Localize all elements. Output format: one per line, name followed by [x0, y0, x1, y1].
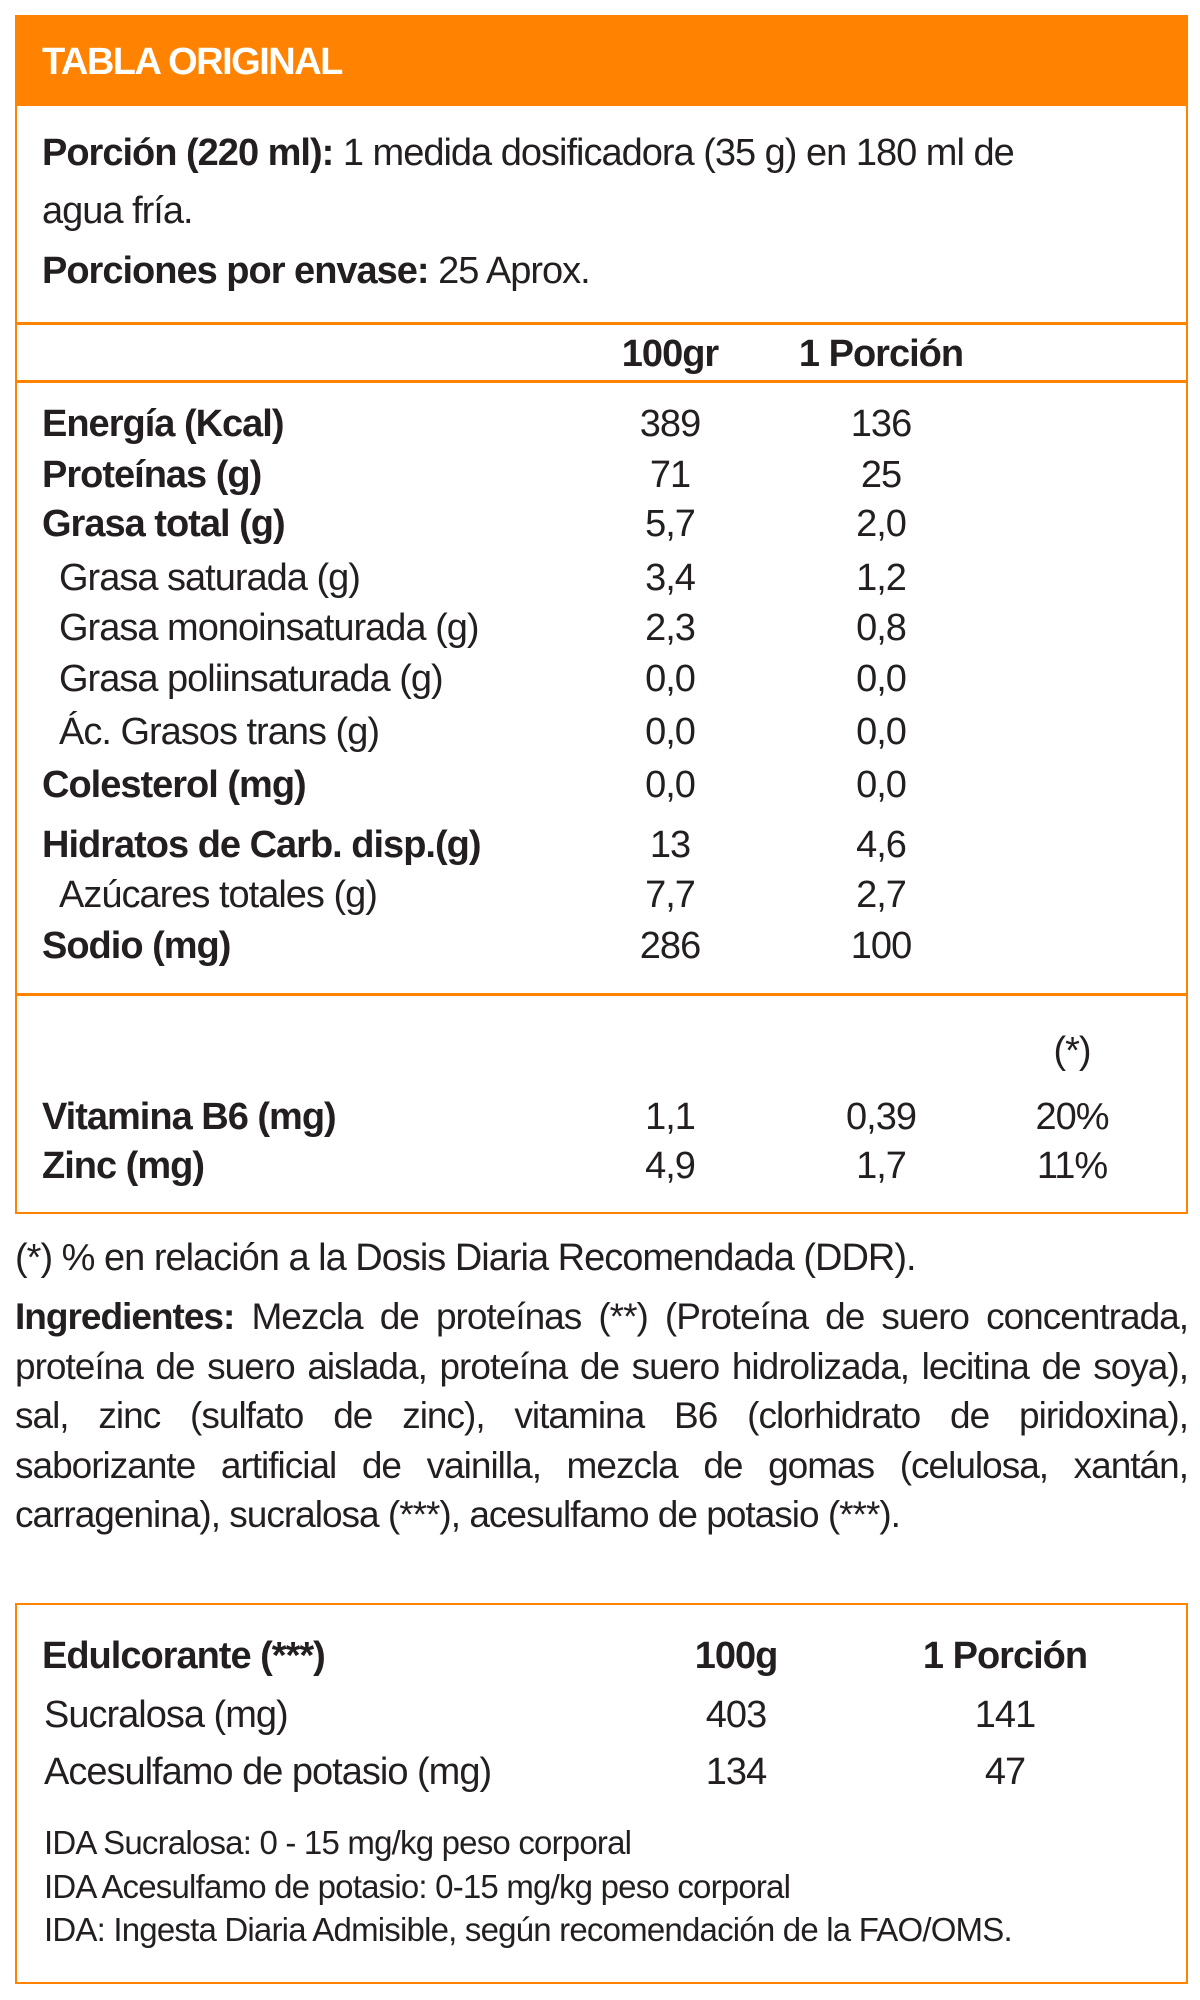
- value-100g: 2,3: [645, 607, 696, 649]
- value-100g: 0,0: [645, 764, 696, 806]
- serving-label: Porción (220 ml):: [42, 132, 334, 174]
- ida-note: IDA Sucralosa: 0 - 15 mg/kg peso corpora…: [44, 1824, 632, 1861]
- value-100g: 286: [639, 925, 701, 967]
- table-header: TABLA ORIGINAL: [15, 15, 1188, 106]
- servings-value: 25 Aprox.: [438, 250, 591, 292]
- nutrient-name: Sodio (mg): [42, 925, 231, 967]
- value-portion: 136: [850, 403, 912, 445]
- ida-note: IDA: Ingesta Diaria Admisible, según rec…: [44, 1911, 1013, 1948]
- table-title: TABLA ORIGINAL: [42, 41, 343, 83]
- nutrient-name: Azúcares totales (g): [59, 874, 378, 916]
- nutrient-name: Energía (Kcal): [42, 403, 285, 445]
- value-portion: 0,0: [856, 764, 907, 806]
- value-100g: 403: [705, 1694, 767, 1736]
- value-portion: 47: [984, 1751, 1026, 1793]
- ingredients-text: Mezcla de proteínas (**) (Proteína de su…: [15, 1296, 1189, 1535]
- dri-header: (*): [1053, 1030, 1091, 1072]
- value-100g: 3,4: [645, 557, 696, 599]
- value-100g: 13: [649, 824, 691, 866]
- servings-per-container: Porciones por envase: 25 Aprox.: [42, 250, 591, 292]
- value-portion: 141: [974, 1694, 1036, 1736]
- footnote: (*) % en relación a la Dosis Diaria Reco…: [15, 1237, 917, 1279]
- sweetener-col-portion: 1 Porción: [922, 1635, 1088, 1677]
- value-100g: 389: [639, 403, 701, 445]
- nutrient-name: Colesterol (mg): [42, 764, 307, 806]
- value-portion: 1,7: [856, 1145, 907, 1187]
- value-portion: 100: [850, 925, 912, 967]
- ingredients-label: Ingredientes:: [15, 1296, 235, 1337]
- value-dri: 20%: [1035, 1096, 1109, 1138]
- micro-name: Vitamina B6 (mg): [42, 1096, 337, 1138]
- value-portion: 0,8: [856, 607, 907, 649]
- divider: [15, 322, 1188, 325]
- value-portion: 0,39: [846, 1096, 917, 1138]
- value-100g: 0,0: [645, 658, 696, 700]
- nutrient-name: Grasa total (g): [42, 503, 286, 545]
- divider: [15, 993, 1188, 996]
- sweetener-name: Acesulfamo de potasio (mg): [44, 1751, 492, 1793]
- serving-value-1: 1 medida dosificadora (35 g) en 180 ml d…: [342, 132, 1015, 174]
- nutrient-name: Grasa monoinsaturada (g): [59, 607, 480, 649]
- value-portion: 4,6: [856, 824, 907, 866]
- divider: [15, 380, 1188, 383]
- serving-value-2: agua fría.: [42, 190, 194, 232]
- value-100g: 7,7: [645, 874, 696, 916]
- nutrient-name: Hidratos de Carb. disp.(g): [42, 824, 481, 866]
- sweetener-col-100g: 100g: [694, 1635, 779, 1677]
- value-100g: 134: [705, 1751, 767, 1793]
- value-dri: 11%: [1036, 1145, 1108, 1187]
- nutrient-name: Grasa saturada (g): [59, 557, 361, 599]
- sweetener-table: [15, 1603, 1188, 1984]
- nutrient-name: Grasa poliinsaturada (g): [59, 658, 444, 700]
- value-100g: 4,9: [645, 1145, 696, 1187]
- ida-note: IDA Acesulfamo de potasio: 0-15 mg/kg pe…: [44, 1868, 791, 1905]
- sweetener-header: Edulcorante (***): [42, 1635, 326, 1677]
- value-portion: 2,7: [856, 874, 907, 916]
- value-100g: 5,7: [645, 503, 696, 545]
- value-100g: 1,1: [645, 1096, 696, 1138]
- value-portion: 25: [860, 454, 902, 496]
- serving-info: Porción (220 ml): 1 medida dosificadora …: [42, 132, 1015, 174]
- micro-name: Zinc (mg): [42, 1145, 205, 1187]
- nutrient-name: Proteínas (g): [42, 454, 262, 496]
- value-portion: 1,2: [856, 557, 907, 599]
- value-portion: 0,0: [856, 711, 907, 753]
- value-100g: 71: [649, 454, 691, 496]
- value-100g: 0,0: [645, 711, 696, 753]
- value-portion: 0,0: [856, 658, 907, 700]
- col-header-100g: 100gr: [621, 333, 719, 375]
- servings-label: Porciones por envase:: [42, 250, 430, 292]
- nutrient-name: Ác. Grasos trans (g): [59, 711, 380, 753]
- sweetener-name: Sucralosa (mg): [44, 1694, 289, 1736]
- value-portion: 2,0: [856, 503, 907, 545]
- ingredients: Ingredientes: Mezcla de proteínas (**) (…: [15, 1292, 1189, 1540]
- col-header-portion: 1 Porción: [798, 333, 964, 375]
